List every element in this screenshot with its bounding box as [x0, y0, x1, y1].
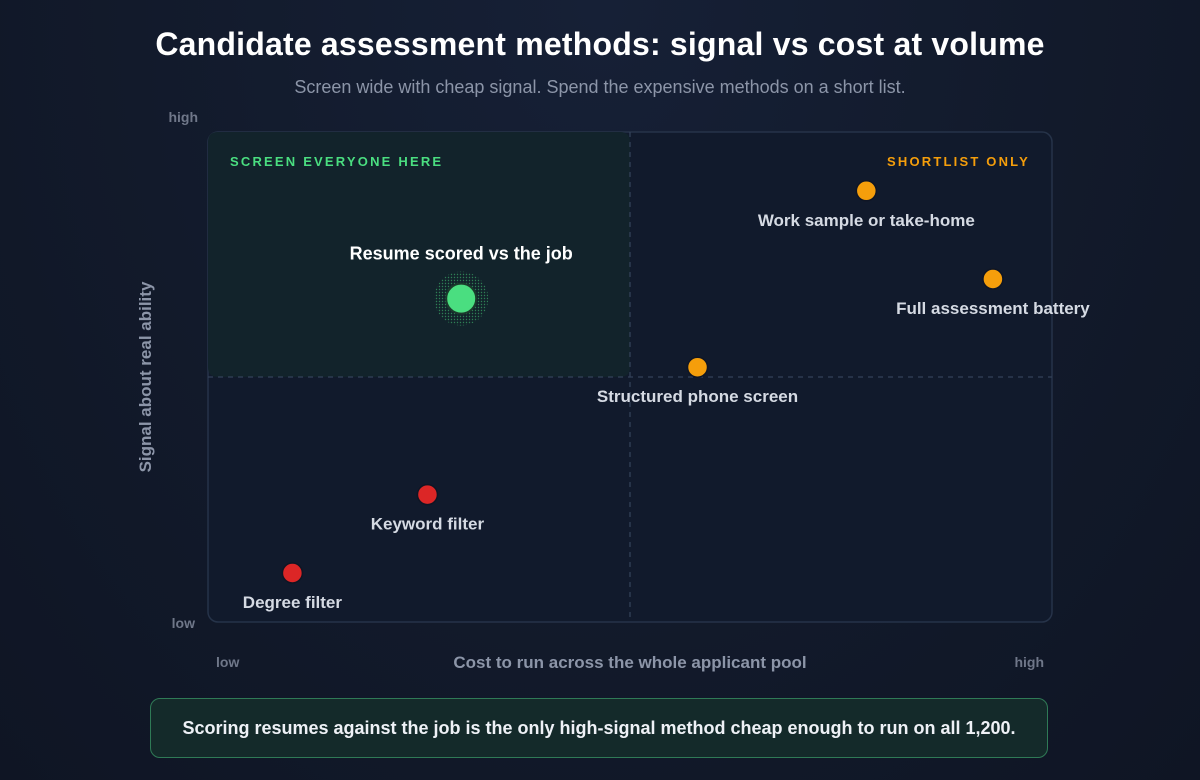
summary-callout: Scoring resumes against the job is the o… [150, 698, 1048, 758]
chart-subtitle: Screen wide with cheap signal. Spend the… [294, 77, 906, 97]
point-label-resume-scored-vs-the-job: Resume scored vs the job [350, 244, 573, 264]
chart-title: Candidate assessment methods: signal vs … [155, 26, 1045, 62]
data-points: Resume scored vs the job Work sample or t… [243, 180, 1090, 612]
point-resume-scored-vs-the-job [445, 282, 478, 315]
point-keyword-filter [416, 483, 439, 506]
point-structured-phone-screen [686, 356, 709, 378]
point-work-sample-or-take-home [855, 180, 878, 202]
point-degree-filter [281, 562, 304, 584]
point-label-keyword-filter: Keyword filter [371, 515, 485, 534]
point-label-full-assessment-battery: Full assessment battery [896, 299, 1090, 318]
quadrant-label-screen-everyone: SCREEN EVERYONE HERE [230, 154, 443, 169]
y-tick-high: high [168, 109, 198, 125]
x-tick-high: high [1014, 654, 1044, 670]
point-label-degree-filter: Degree filter [243, 593, 343, 612]
point-label-work-sample-or-take-home: Work sample or take-home [758, 211, 975, 230]
quadrant-label-shortlist-only: SHORTLIST ONLY [887, 154, 1030, 169]
x-axis-label: Cost to run across the whole applicant p… [453, 653, 806, 672]
y-tick-low: low [172, 615, 195, 631]
x-tick-low: low [216, 654, 239, 670]
y-axis-label: Signal about real ability [136, 281, 155, 472]
point-full-assessment-battery [982, 268, 1004, 290]
point-label-structured-phone-screen: Structured phone screen [597, 387, 798, 406]
screen-everyone-quadrant [208, 132, 630, 377]
